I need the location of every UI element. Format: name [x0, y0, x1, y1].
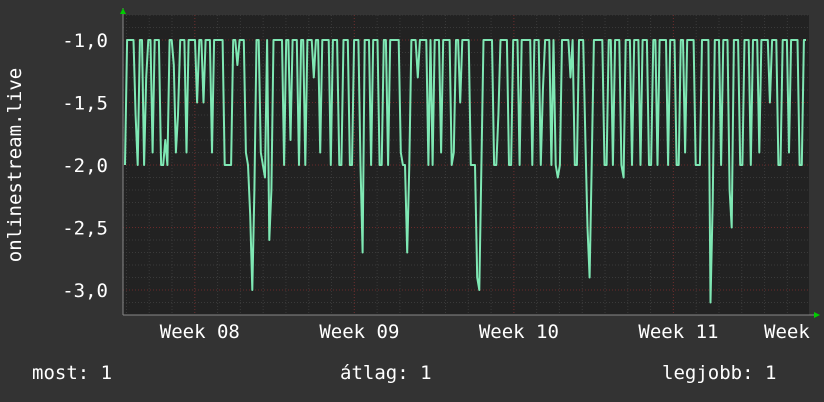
y-tick-label: -1,0: [62, 30, 108, 52]
stat-best: legjobb: 1: [662, 362, 777, 384]
x-tick-label: Week 09: [319, 321, 399, 343]
x-axis-arrow-icon: [814, 312, 820, 318]
y-axis: -1,0 -1,5 -2,0 -2,5 -3,0: [62, 30, 108, 302]
stat-average: átlag: 1: [340, 362, 432, 384]
x-axis: Week 08 Week 09 Week 10 Week 11 Week: [160, 321, 811, 343]
stat-now: most: 1: [32, 362, 113, 384]
y-tick-label: -2,5: [62, 218, 108, 240]
x-tick-label: Week: [764, 321, 810, 343]
y-axis-arrow-icon: [120, 8, 126, 14]
x-tick-label: Week 11: [638, 321, 718, 343]
x-tick-label: Week 10: [479, 321, 559, 343]
x-tick-label: Week 08: [160, 321, 240, 343]
y-tick-label: -1,5: [62, 93, 108, 115]
series-line: [124, 39, 806, 304]
y-tick-label: -3,0: [62, 280, 108, 302]
y-axis-title: onlinestream.live: [4, 68, 26, 262]
y-tick-label: -2,0: [62, 155, 108, 177]
